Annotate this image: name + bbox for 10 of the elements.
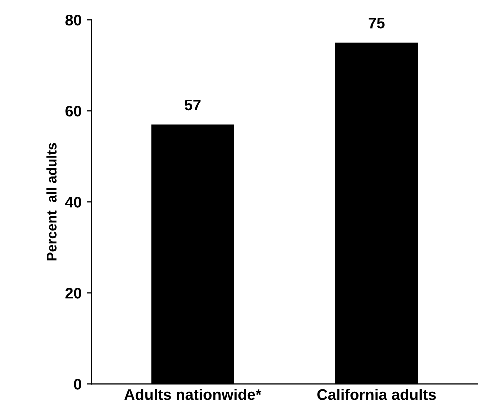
y-tick-label: 60 — [66, 106, 82, 117]
x-tick-label: California adults — [318, 389, 436, 400]
y-tick-label: 40 — [65, 197, 82, 208]
data-label: 75 — [368, 18, 385, 29]
data-label: 57 — [184, 100, 201, 111]
y-tick-label: 0 — [74, 379, 82, 390]
y-tick-label: 20 — [66, 288, 82, 299]
x-tick-label: Adults nationwide* — [124, 389, 262, 400]
y-axis-title: Percent all adults — [46, 143, 57, 261]
y-tick-label: 80 — [66, 14, 82, 26]
